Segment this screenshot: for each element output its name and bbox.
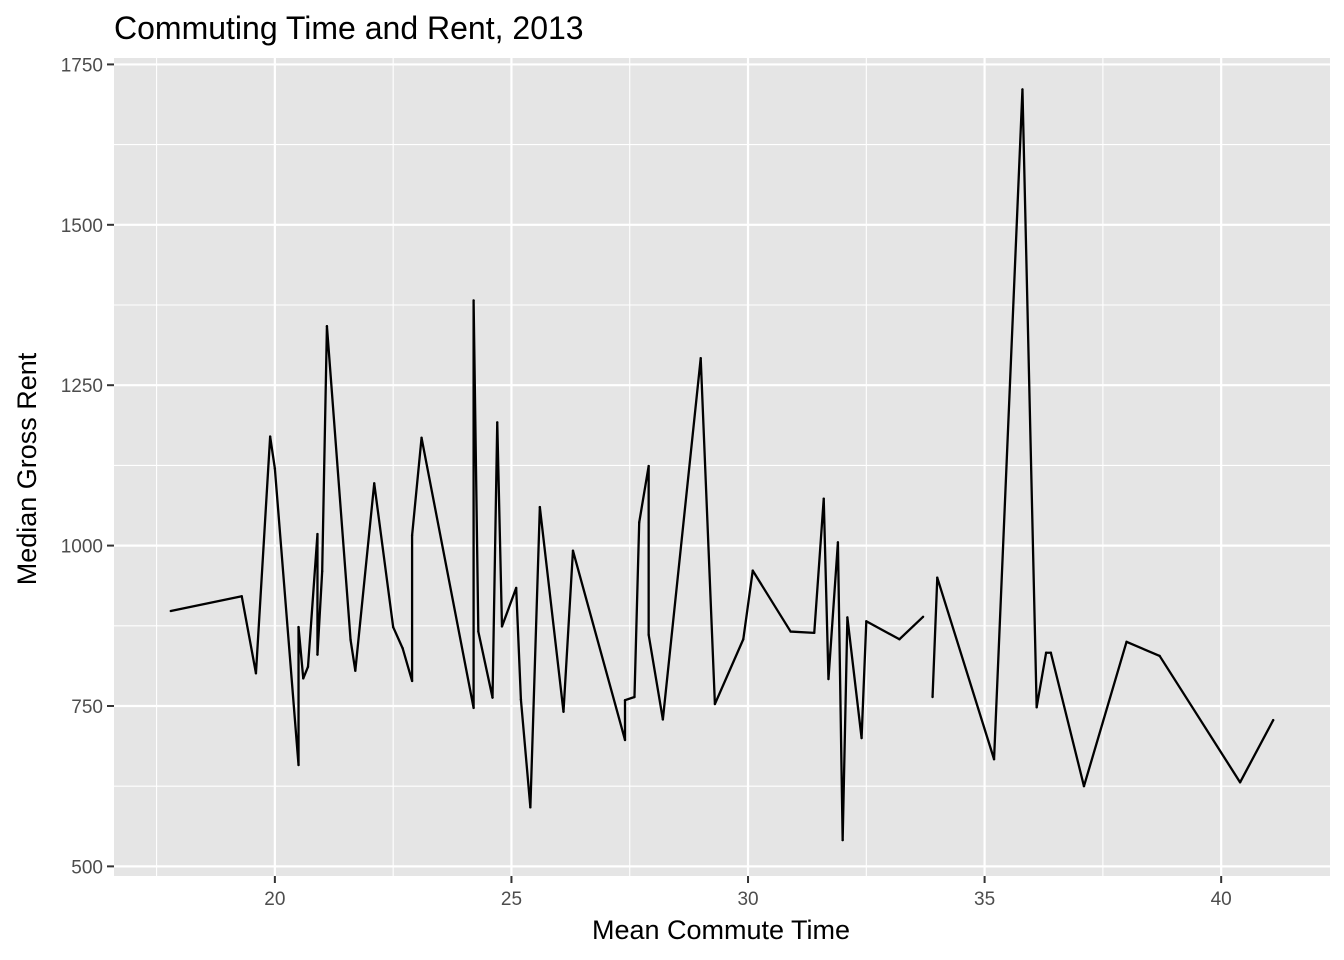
data-point <box>623 738 627 742</box>
y-tick-label: 1000 <box>61 537 103 558</box>
data-point <box>373 482 376 485</box>
data-point <box>633 695 636 699</box>
data-point <box>306 665 310 669</box>
y-axis-title: Median Gross Rent <box>12 352 42 585</box>
data-point <box>1125 640 1128 644</box>
y-tick-label: 1250 <box>61 376 103 397</box>
data-point <box>496 421 499 424</box>
data-point <box>921 615 925 619</box>
data-point <box>571 549 575 552</box>
x-tick-label: 40 <box>1211 889 1232 910</box>
data-point <box>472 706 475 710</box>
data-point <box>992 758 996 761</box>
data-layer <box>169 88 1275 842</box>
y-tick-label: 500 <box>71 857 103 878</box>
data-point <box>268 435 272 438</box>
data-point <box>254 672 258 675</box>
data-point <box>410 679 414 683</box>
data-point <box>931 695 934 699</box>
data-point <box>936 576 939 579</box>
data-point <box>661 718 665 721</box>
grid-major <box>114 58 1330 876</box>
data-point <box>647 464 650 468</box>
data-point <box>519 698 523 701</box>
x-axis: 20 25 30 35 40 <box>264 876 1232 910</box>
x-tick-label: 25 <box>501 889 522 910</box>
data-point <box>827 677 830 681</box>
data-point <box>538 505 542 509</box>
data-point <box>316 653 319 656</box>
data-point <box>325 324 329 328</box>
data-point <box>822 497 825 500</box>
data-point <box>273 467 277 470</box>
plot-panel <box>114 58 1330 876</box>
chart-title: Commuting Time and Rent, 2013 <box>114 10 584 46</box>
data-point <box>169 609 172 613</box>
data-point <box>623 699 627 702</box>
y-tick-label: 750 <box>71 697 103 718</box>
data-point <box>297 763 300 767</box>
data-point <box>865 620 868 623</box>
data-point <box>898 638 901 641</box>
data-point <box>302 677 305 680</box>
data-point <box>813 631 816 635</box>
data-point <box>240 595 243 598</box>
data-point <box>789 630 792 633</box>
data-point <box>410 534 414 537</box>
data-point <box>491 696 494 699</box>
data-point <box>562 710 565 713</box>
data-point <box>836 541 840 544</box>
data-point <box>320 570 324 573</box>
data-point <box>1238 781 1242 784</box>
data-point <box>1082 784 1086 788</box>
data-point <box>860 736 863 740</box>
data-point <box>1049 651 1053 654</box>
series-line <box>931 88 1275 788</box>
data-point <box>500 625 504 628</box>
data-point <box>349 638 352 642</box>
data-point <box>420 436 423 440</box>
data-point <box>1272 718 1275 722</box>
data-point <box>1044 651 1048 654</box>
y-tick-label: 1750 <box>61 55 103 76</box>
y-tick-label: 1500 <box>61 216 103 237</box>
data-point <box>316 532 319 536</box>
data-point <box>742 638 745 641</box>
data-point <box>401 647 404 650</box>
data-point <box>297 625 300 629</box>
data-point <box>699 357 702 360</box>
x-axis-title: Mean Commute Time <box>592 915 850 945</box>
x-tick-label: 35 <box>974 889 995 910</box>
data-point <box>1158 654 1161 658</box>
x-tick-label: 30 <box>737 889 758 910</box>
data-point <box>529 806 532 809</box>
x-tick-label: 20 <box>264 889 285 910</box>
data-point <box>1035 706 1038 709</box>
data-point <box>477 630 480 633</box>
data-point <box>638 521 641 524</box>
data-point <box>713 702 717 706</box>
y-axis: 500 750 1000 1250 1500 1750 <box>61 55 114 878</box>
data-point <box>1021 88 1024 91</box>
data-point <box>846 616 849 619</box>
data-point <box>647 633 650 636</box>
data-point <box>751 569 754 572</box>
data-point <box>391 625 395 629</box>
data-point <box>841 838 844 842</box>
data-point <box>472 299 475 302</box>
data-point <box>514 586 518 590</box>
data-point <box>354 669 357 672</box>
